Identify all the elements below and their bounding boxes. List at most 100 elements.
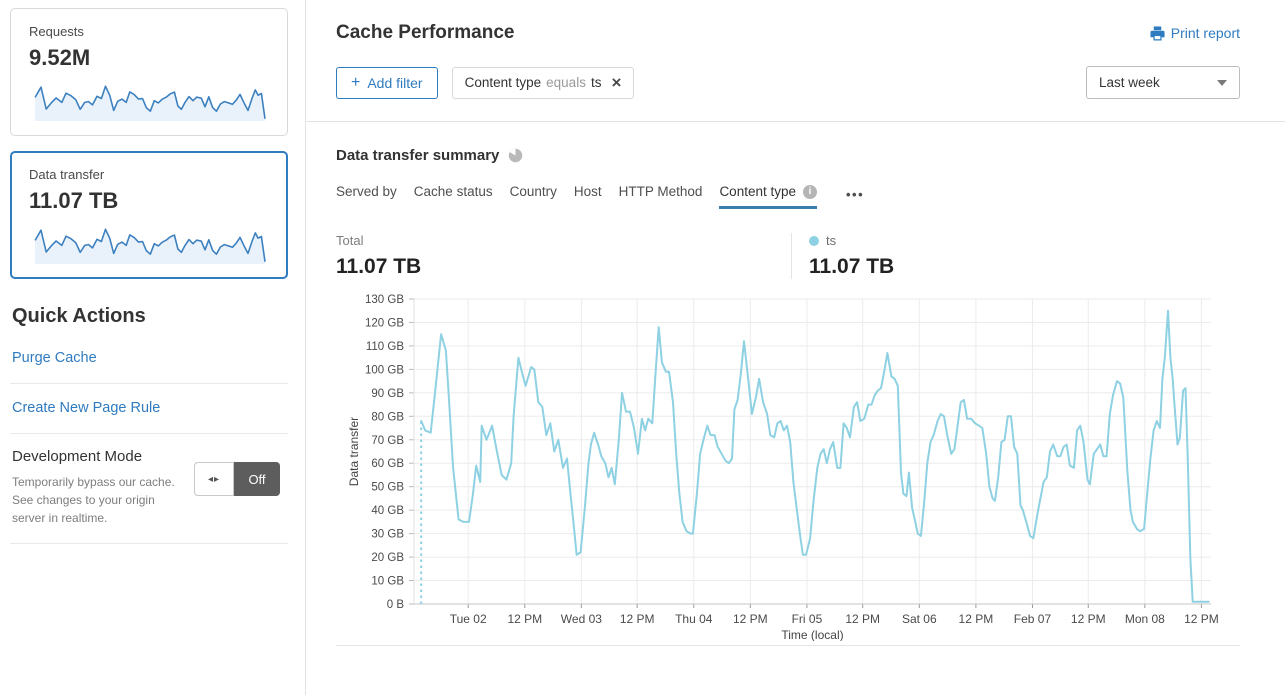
toggle-arrows-icon: ◂▸	[207, 473, 221, 485]
quick-action-create-new-page-rule[interactable]: Create New Page Rule	[10, 384, 288, 434]
tab-label: HTTP Method	[618, 184, 703, 199]
card-value: 11.07 TB	[29, 188, 119, 213]
svg-text:12 PM: 12 PM	[733, 612, 768, 626]
metric-card-data-transfer[interactable]: Data transfer 11.07 TB	[10, 151, 288, 279]
svg-text:12 PM: 12 PM	[620, 612, 655, 626]
summary-heading: Data transfer summary	[336, 147, 500, 164]
quick-action-purge-cache[interactable]: Purge Cache	[10, 334, 288, 384]
card-title: Data transfer	[29, 167, 105, 182]
y-axis-title: Data transfer	[347, 417, 361, 486]
svg-text:12 PM: 12 PM	[507, 612, 542, 626]
add-filter-label: Add filter	[367, 74, 423, 91]
tab-content-type[interactable]: Content type i	[719, 184, 817, 209]
toggle-knob[interactable]: ◂▸	[194, 462, 234, 496]
tab-cache-status[interactable]: Cache status	[414, 184, 493, 209]
filter-field: Content type	[464, 75, 542, 90]
sidebar: Requests 9.52M Data transfer 11.07 TB Quick…	[0, 0, 306, 695]
svg-text:50 GB: 50 GB	[371, 482, 404, 494]
print-report-link[interactable]: Print report	[1150, 25, 1240, 41]
more-tabs-button[interactable]: •••	[846, 187, 865, 202]
tab-label: Cache status	[413, 184, 493, 199]
svg-text:100 GB: 100 GB	[365, 364, 404, 376]
svg-text:80 GB: 80 GB	[371, 411, 404, 423]
totals-divider	[791, 233, 792, 279]
sparkline-area	[35, 86, 265, 121]
filter-chip[interactable]: Content type equals ts ×	[451, 66, 635, 99]
plus-icon: +	[351, 73, 361, 91]
page-title: Cache Performance	[336, 22, 515, 43]
metric-card-requests[interactable]: Requests 9.52M	[10, 8, 288, 136]
total-block: Total 11.07 TB	[336, 233, 791, 279]
quick-actions-list: Purge Cache Create New Page Rule	[10, 334, 288, 434]
tab-label: Served by	[336, 184, 397, 199]
filter-operator: equals	[546, 75, 586, 90]
section-divider	[336, 645, 1240, 646]
svg-text:Feb 07: Feb 07	[1014, 612, 1052, 626]
toggle-state-label: Off	[234, 462, 280, 496]
tab-served-by[interactable]: Served by	[336, 184, 397, 209]
chart-axes	[413, 299, 1211, 605]
add-filter-button[interactable]: + Add filter	[336, 66, 438, 99]
legend-dot	[809, 235, 819, 246]
svg-text:90 GB: 90 GB	[371, 388, 404, 400]
printer-icon	[1150, 25, 1165, 41]
svg-text:20 GB: 20 GB	[371, 552, 404, 564]
svg-text:Wed 03: Wed 03	[561, 612, 602, 626]
tab-label: Host	[573, 184, 602, 199]
x-axis-title: Time (local)	[781, 628, 843, 641]
svg-text:Mon 08: Mon 08	[1125, 612, 1165, 626]
svg-text:12 PM: 12 PM	[1071, 612, 1106, 626]
sparkline-line	[34, 85, 266, 119]
svg-text:110 GB: 110 GB	[366, 341, 404, 353]
tab-host[interactable]: Host	[574, 184, 602, 209]
svg-text:10 GB: 10 GB	[371, 576, 404, 588]
time-range-select[interactable]: Last week	[1086, 66, 1240, 99]
chart-tick-labels: 0 B 10 GB 20 GB 30 GB 40 GB 50 GB 60 GB 70 GB 80…	[347, 294, 1219, 641]
svg-text:Tue 02: Tue 02	[450, 612, 487, 626]
dimension-tabs: Served by Cache status Country Host HTTP Met…	[336, 184, 1240, 209]
metric-cards: Requests 9.52M Data transfer 11.07 TB	[10, 8, 288, 279]
chevron-down-icon	[1217, 79, 1227, 86]
svg-text:Thu 04: Thu 04	[675, 612, 713, 626]
card-title: Requests	[29, 24, 84, 39]
page-header: Cache Performance Print report + Add f	[306, 0, 1285, 122]
data-transfer-chart: 0 B 10 GB 20 GB 30 GB 40 GB 50 GB 60 GB 70 GB 80…	[347, 294, 1219, 641]
svg-text:30 GB: 30 GB	[371, 529, 404, 541]
sparkline-area	[35, 229, 265, 264]
legend-value: 11.07 TB	[809, 255, 895, 278]
series-line-ts	[420, 309, 1210, 603]
legend-name: ts	[826, 233, 837, 248]
development-mode-title: Development Mode	[12, 448, 143, 465]
svg-text:12 PM: 12 PM	[1184, 612, 1219, 626]
info-icon[interactable]: i	[803, 184, 817, 199]
tab-country[interactable]: Country	[510, 184, 557, 209]
summary-pie-icon	[509, 148, 523, 163]
svg-text:70 GB: 70 GB	[371, 435, 404, 447]
tab-label: Content type	[719, 184, 796, 199]
svg-text:40 GB: 40 GB	[371, 505, 404, 517]
tab-label: Country	[509, 184, 557, 199]
development-mode-description: Temporarily bypass our cache. See change…	[12, 475, 175, 525]
sparkline	[34, 85, 266, 121]
card-value: 9.52M	[29, 45, 91, 70]
svg-text:0 B: 0 B	[387, 599, 405, 611]
svg-text:120 GB: 120 GB	[365, 317, 404, 329]
data-transfer-summary-section: Data transfer summary Served by Cache sta…	[306, 147, 1285, 646]
legend-item-ts[interactable]: ts 11.07 TB	[809, 233, 894, 279]
remove-filter-icon[interactable]: ×	[611, 73, 622, 92]
totals-row: Total 11.07 TB ts 11.07 TB	[336, 233, 1240, 279]
svg-text:12 PM: 12 PM	[845, 612, 880, 626]
quick-actions-heading: Quick Actions	[12, 305, 146, 327]
dev-mode-toggle[interactable]: ◂▸ Off	[194, 462, 280, 496]
svg-text:12 PM: 12 PM	[959, 612, 994, 626]
development-mode-block: Development Mode Temporarily bypass our …	[10, 434, 288, 544]
print-report-label: Print report	[1170, 25, 1240, 41]
time-range-value: Last week	[1099, 75, 1160, 90]
development-mode-text: Development Mode Temporarily bypass our …	[12, 448, 180, 527]
tab-http-method[interactable]: HTTP Method	[619, 184, 703, 209]
svg-text:60 GB: 60 GB	[371, 458, 404, 470]
filter-value: ts	[590, 75, 602, 90]
sparkline	[34, 228, 266, 264]
total-label: Total	[336, 233, 364, 248]
